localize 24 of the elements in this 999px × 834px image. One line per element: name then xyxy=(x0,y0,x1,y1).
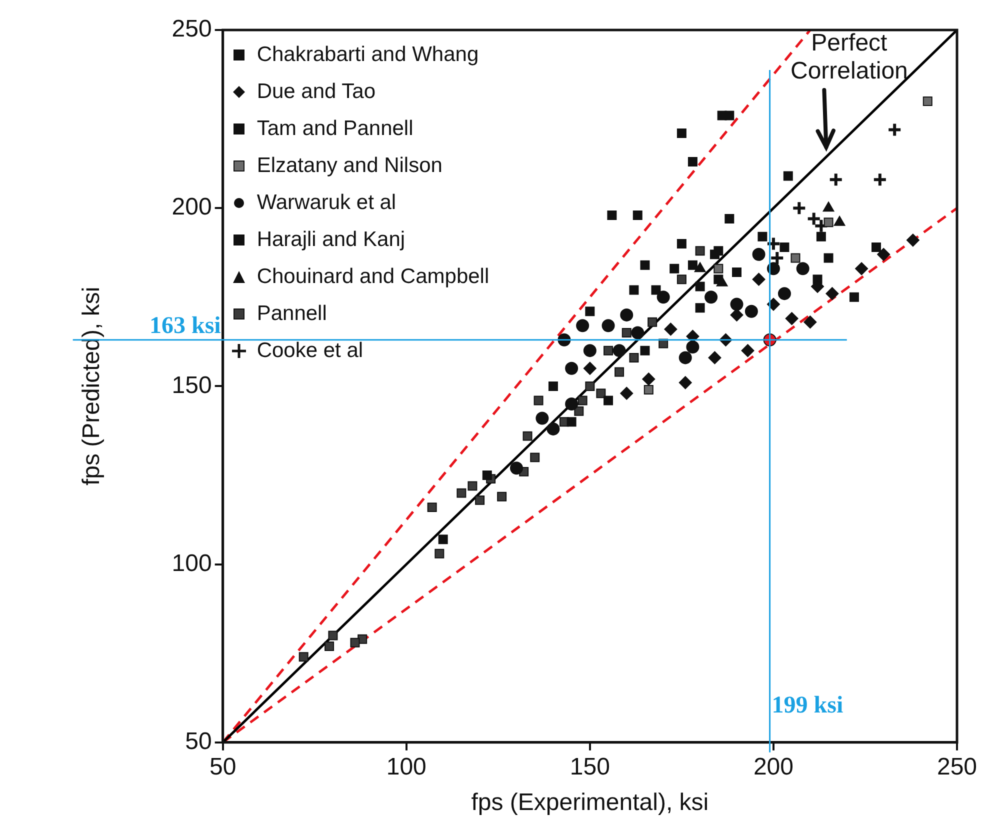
x-tick-label: 150 xyxy=(570,753,610,780)
legend-label: Warwaruk et al xyxy=(256,190,396,214)
x-tick-label: 50 xyxy=(209,753,236,780)
legend-label: Chouinard and Campbell xyxy=(256,264,490,288)
annotation: Perfect Correlation xyxy=(790,30,908,85)
legend-label: Pannell xyxy=(256,302,327,326)
y-axis-title: fps (Predicted), ksi xyxy=(78,286,106,486)
x-axis-title: fps (Experimental), ksi xyxy=(471,789,709,816)
y-tick-label: 250 xyxy=(172,16,212,43)
x-tick-label: 200 xyxy=(753,753,794,780)
y-tick-label: 50 xyxy=(185,728,212,756)
x-tick-label: 250 xyxy=(936,753,978,780)
ref-line-label: 163 ksi xyxy=(149,313,222,340)
legend-label: Due and Tao xyxy=(256,80,376,104)
y-tick-label: 100 xyxy=(172,550,212,577)
legend-label: Elzatany and Nilson xyxy=(256,154,442,178)
x-tick-label: 100 xyxy=(386,753,426,780)
legend-label: Tam and Pannell xyxy=(256,116,414,140)
y-tick-label: 200 xyxy=(172,194,212,221)
legend-label: Harajli and Kanj xyxy=(256,228,406,252)
ref-line-label: 199 ksi xyxy=(772,692,844,719)
y-tick-label: 150 xyxy=(172,372,212,399)
legend-label: Cooke et al xyxy=(256,338,364,362)
legend-label: Chakrabarti and Whang xyxy=(256,42,479,66)
